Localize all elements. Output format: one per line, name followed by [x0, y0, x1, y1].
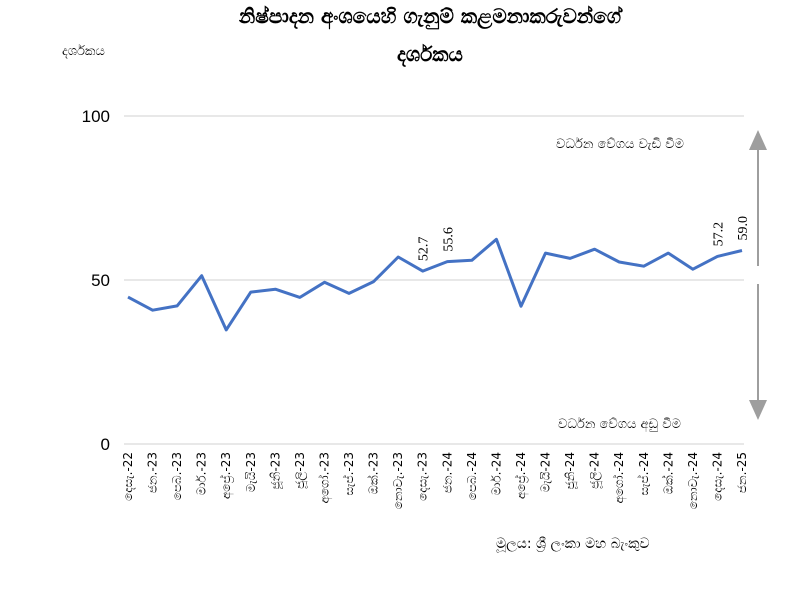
- x-tick-label: ජන.-23: [146, 452, 160, 493]
- source-note: මූලය: ශ්‍රී ලංකා මහ බැංකුව: [496, 536, 650, 552]
- data-labels: 52.7 55.6 57.2 59.0: [417, 216, 751, 261]
- y-tick-label: 50: [91, 271, 110, 290]
- y-tick-labels: 0 50 100: [82, 107, 110, 454]
- data-label: 59.0: [736, 216, 751, 241]
- x-tick-label: නොවැ.-23: [391, 452, 405, 509]
- y-tick-label: 100: [82, 107, 110, 126]
- annotation-up: වර්ධන වේගය වැඩි වීම: [556, 136, 684, 152]
- x-tick-label: දෙසැ.-23: [416, 452, 430, 501]
- x-tick-label: අගෝ.-24: [612, 452, 627, 504]
- x-tick-label: සැප්.-23: [342, 452, 356, 496]
- arrow-up-head: [749, 130, 767, 150]
- x-tick-label: මැයි-24: [539, 452, 553, 492]
- x-tick-label: පෙබ.-24: [465, 452, 479, 500]
- direction-arrows: [749, 130, 767, 420]
- x-tick-label: මාර්.-24: [489, 452, 503, 495]
- gridlines: [124, 115, 744, 445]
- y-axis-label: දර්ශකය: [62, 44, 105, 59]
- chart-title-line2: දර්ශකය: [397, 42, 463, 66]
- x-tick-label: සැප්.-24: [637, 452, 651, 496]
- data-label: 57.2: [711, 222, 726, 247]
- x-tick-label: නොවැ.-24: [686, 452, 700, 509]
- x-tick-label: ජූනි-24: [563, 452, 578, 489]
- x-tick-label: දෙසැ.-22: [121, 452, 135, 501]
- data-label: 55.6: [441, 227, 456, 252]
- x-tick-label: අගෝ.-23: [317, 452, 332, 504]
- x-tick-label: ජූනි-23: [268, 452, 283, 489]
- y-tick-label: 0: [101, 435, 110, 454]
- chart-title-line1: නිෂ්පාදන අංශයෙහි ගැනුම් කළමනාකරුවන්ගේ: [238, 4, 622, 28]
- x-tick-label: මැයි-23: [244, 452, 258, 492]
- series-line: [127, 237, 743, 332]
- x-tick-label: ජන.-25: [735, 452, 749, 493]
- arrow-down-head: [749, 400, 767, 420]
- x-tick-label: අප්‍රේ.-24: [514, 452, 529, 499]
- x-tick-label: පෙබ.-23: [170, 452, 184, 500]
- x-tick-label: මාර්.-23: [195, 452, 209, 495]
- data-label: 52.7: [417, 237, 432, 262]
- x-tick-label: ජූලි-23: [293, 452, 308, 489]
- x-tick-label: ජූලි-24: [588, 452, 603, 489]
- x-tick-labels: දෙසැ.-22 ජන.-23 පෙබ.-23 මාර්.-23 අප්‍රේ.-23 ම…: [121, 452, 749, 509]
- x-tick-label: දෙසැ.-24: [710, 452, 724, 501]
- x-tick-label: ඔක්.-23: [366, 452, 380, 494]
- annotation-down: වර්ධන වේගය අඩු වීම: [558, 416, 681, 432]
- x-tick-label: අප්‍රේ.-23: [219, 452, 234, 499]
- x-tick-label: ඔක්.-24: [661, 452, 675, 494]
- x-tick-label: ජන.-24: [440, 452, 454, 493]
